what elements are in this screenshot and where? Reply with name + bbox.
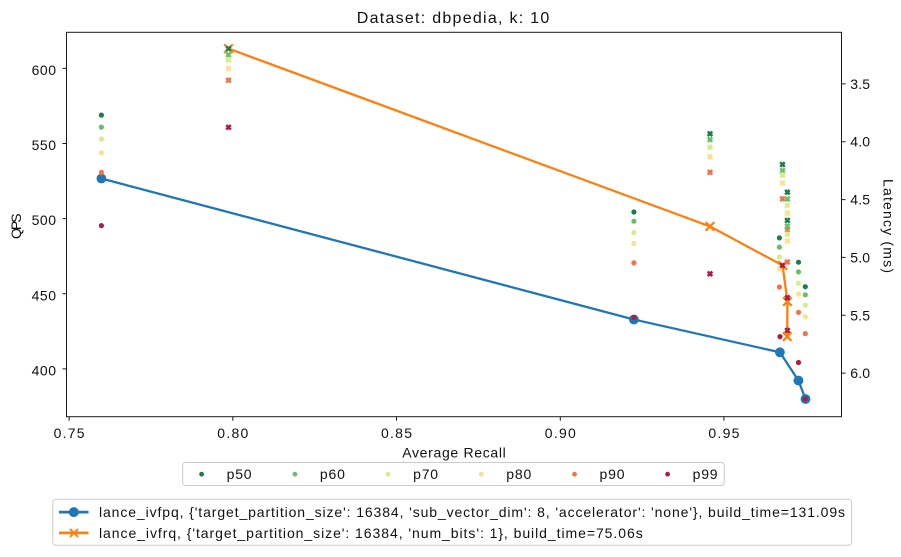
svg-text:p80: p80 [506,466,531,482]
svg-text:4.5: 4.5 [850,192,870,208]
svg-text:lance_ivfpq, {'target_partitio: lance_ivfpq, {'target_partition_size': 1… [99,504,845,520]
svg-text:Average Recall: Average Recall [402,444,506,460]
svg-text:500: 500 [32,212,57,228]
svg-text:450: 450 [32,287,57,303]
svg-text:5.5: 5.5 [850,307,870,323]
svg-text:400: 400 [32,362,57,378]
svg-text:3.5: 3.5 [850,76,870,92]
svg-text:6.0: 6.0 [850,365,870,381]
svg-text:Latency (ms): Latency (ms) [881,179,897,273]
svg-text:p60: p60 [320,466,345,482]
svg-text:QPS: QPS [8,213,24,239]
svg-text:p50: p50 [227,466,252,482]
svg-text:5.0: 5.0 [850,249,870,265]
svg-text:Dataset: dbpedia, k: 10: Dataset: dbpedia, k: 10 [357,10,550,27]
svg-text:600: 600 [32,62,57,78]
svg-text:0.80: 0.80 [217,425,248,441]
svg-text:0.75: 0.75 [54,425,85,441]
svg-text:p70: p70 [413,466,438,482]
svg-text:0.85: 0.85 [381,425,412,441]
svg-text:p99: p99 [693,466,718,482]
svg-text:p90: p90 [600,466,625,482]
svg-text:550: 550 [32,137,57,153]
svg-text:4.0: 4.0 [850,134,870,150]
svg-text:0.95: 0.95 [708,425,739,441]
svg-text:0.90: 0.90 [545,425,576,441]
svg-text:lance_ivfrq, {'target_partitio: lance_ivfrq, {'target_partition_size': 1… [99,525,643,541]
